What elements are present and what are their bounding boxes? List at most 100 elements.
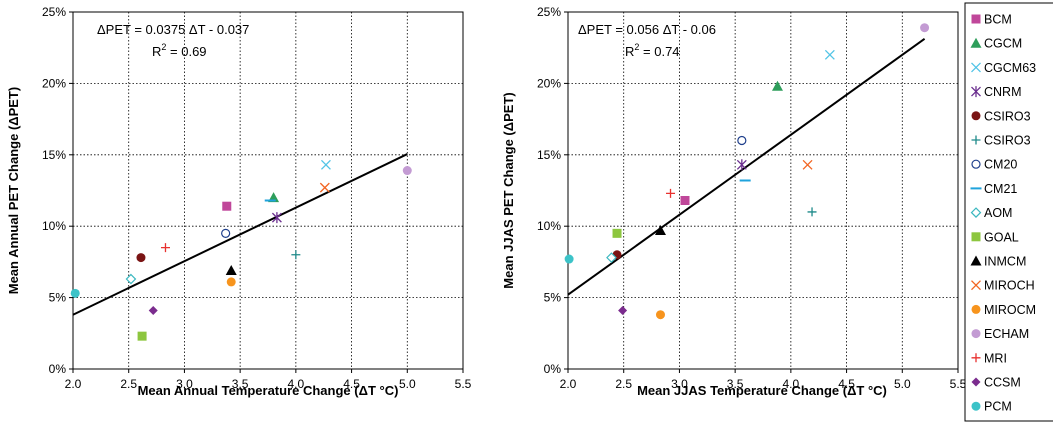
x-tick-label: 2.5 [615,377,632,391]
legend-marker-echam [971,329,981,339]
x-tick-label: 5.5 [455,377,472,391]
y-tick-label: 20% [42,76,66,90]
y-tick-label: 10% [42,219,66,233]
data-point-mirocm [226,277,236,287]
legend: BCM CGCM CGCM63 CNRM CSIRO3 CSIRO3 CM20 CM21 AOM… [964,2,1053,422]
legend-marker-cm20 [971,159,981,169]
data-point-csiro3 [807,207,817,217]
x-tick-label: 5.0 [894,377,911,391]
plot-area [567,11,959,370]
x-tick-label: 5.0 [399,377,416,391]
data-point-miroch [802,159,813,170]
r-squared-label: R2 = 0.74 [625,42,680,59]
data-point-cm20 [221,228,231,238]
y-tick-label: 20% [537,76,561,90]
legend-label: CGCM63 [984,61,1036,75]
x-tick-label: 3.0 [176,377,193,391]
data-point-bcm [680,195,690,205]
data-point-cgcm63 [824,49,835,60]
data-point-goal [137,331,147,341]
legend-item: CNRM [971,85,1022,99]
data-point-echam [920,23,930,33]
data-point-ccsm [618,305,628,315]
y-tick-label: 10% [537,219,561,233]
legend-label: PCM [984,400,1012,414]
data-point-csiro3 [136,253,146,263]
data-point-pcm [70,288,80,298]
legend-item: CGCM63 [971,61,1036,75]
legend-label: CNRM [984,85,1022,99]
legend-item: CM21 [970,182,1017,196]
data-point-pcm [564,254,574,264]
legend-marker-csiro3 [971,111,981,121]
plot-area [72,11,464,370]
x-tick-label: 3.0 [671,377,688,391]
legend-label: CM21 [984,182,1017,196]
data-point-goal [612,228,622,238]
data-point-inmcm [654,224,666,235]
data-point-csiro3 [291,250,301,260]
legend-marker-mirocm [971,304,981,314]
data-point-cgcm63 [320,159,331,170]
legend-marker-goal [971,232,981,242]
trendline [72,153,408,316]
legend-label: CCSM [984,376,1021,390]
legend-item: INMCM [970,255,1026,269]
legend-item: MRI [971,351,1007,365]
data-point-mri [666,188,676,198]
legend-label: INMCM [984,255,1026,269]
y-tick-label: 0% [544,362,562,376]
legend-item: CM20 [971,158,1017,172]
data-point-cnrm [271,212,282,224]
legend-label: GOAL [984,230,1019,244]
trendline [567,38,926,296]
y-tick-label: 25% [537,5,561,19]
legend-marker-cgcm63 [971,62,981,73]
x-tick-label: 4.5 [343,377,360,391]
data-point-cnrm [736,159,747,171]
x-tick-label: 2.0 [65,377,82,391]
data-point-bcm [222,201,232,211]
data-point-aom [606,252,617,263]
y-axis-label: Mean Annual PET Change (ΔPET) [6,87,21,295]
legend-marker-ccsm [971,377,981,387]
data-point-ccsm [148,305,158,315]
x-tick-label: 4.5 [838,377,855,391]
data-point-inmcm [225,264,237,275]
legend-label: BCM [984,13,1012,27]
legend-item: BCM [971,13,1012,27]
x-tick-label: 3.5 [727,377,744,391]
x-tick-label: 2.0 [560,377,577,391]
data-point-mri [160,243,170,253]
legend-label: CSIRO3 [984,134,1031,148]
legend-item: AOM [970,206,1012,220]
x-axis-label: Mean JJAS Temperature Change (ΔT °C) [637,383,887,398]
x-axis-label: Mean Annual Temperature Change (ΔT °C) [138,383,399,398]
legend-marker-miroch [971,280,981,291]
legend-marker-csiro3 [971,135,981,145]
data-point-echam [402,166,412,176]
legend-label: ECHAM [984,327,1029,341]
legend-label: MIROCM [984,303,1036,317]
y-tick-label: 5% [49,291,67,305]
chart-panel-1: 2.0 2.5 3.0 3.5 4.0 4.5 5.0 5.5 0% 5% 10% 15% 20% 25%… [6,5,472,398]
regression-equation: ΔPET = 0.0375 ΔT - 0.037 [97,22,249,37]
legend-label: CM20 [984,158,1017,172]
x-tick-label: 2.5 [120,377,137,391]
x-tick-label: 4.0 [288,377,305,391]
legend-item: GOAL [971,230,1019,244]
legend-label: AOM [984,206,1012,220]
y-axis-label: Mean JJAS PET Change (ΔPET) [501,92,516,288]
legend-marker-aom [970,207,982,218]
y-tick-label: 25% [42,5,66,19]
data-point-cm20 [737,135,747,146]
y-tick-label: 0% [49,362,67,376]
y-tick-label: 15% [537,148,561,162]
data-point-cgcm [771,80,783,91]
legend-item: ECHAM [971,327,1029,341]
legend-marker-bcm [971,14,981,24]
legend-item: CSIRO3 [971,109,1031,123]
chart-panel-2: 2.0 2.5 3.0 3.5 4.0 4.5 5.0 5.5 0% 5% 10% 15% 20% 25%… [501,5,967,398]
data-point-mirocm [655,310,665,320]
